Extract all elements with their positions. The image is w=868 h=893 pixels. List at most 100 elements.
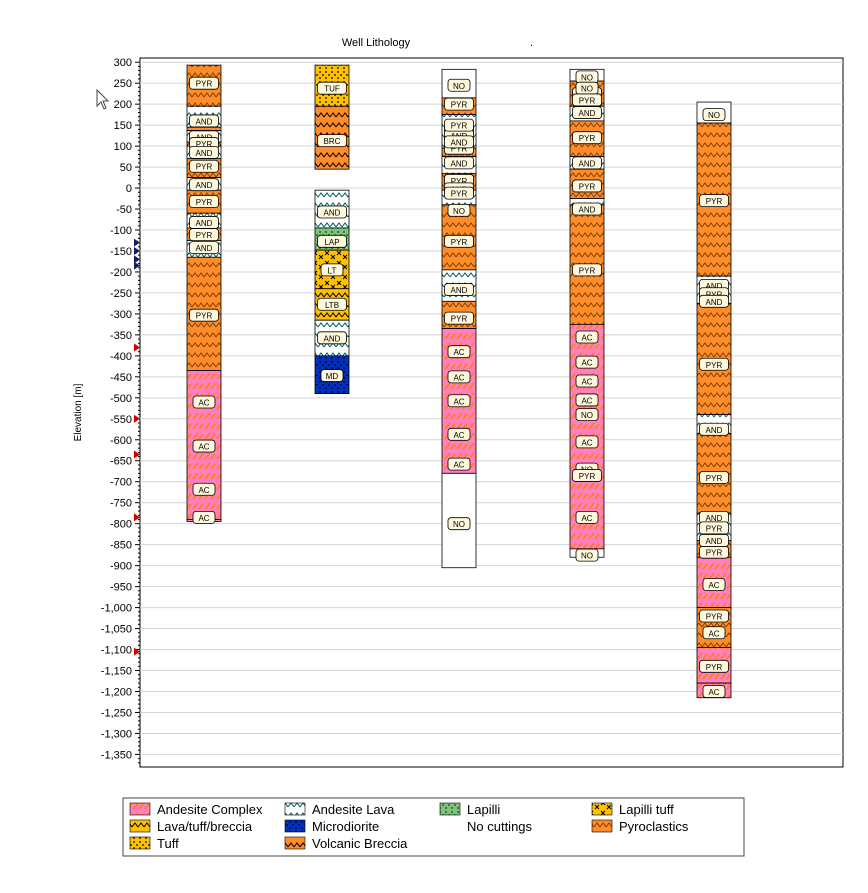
interval-label-box <box>444 156 474 170</box>
legend-label: Volcanic Breccia <box>312 836 408 851</box>
interval-label-box <box>447 394 471 408</box>
y-axis-title: Elevation [m] <box>73 383 84 441</box>
interval-label-box <box>699 422 729 436</box>
interval-label: MD <box>326 372 339 381</box>
log-marker <box>134 513 140 522</box>
interval-label-box <box>189 159 219 173</box>
y-tick-label: -1,050 <box>101 624 132 636</box>
interval-label: PYR <box>706 474 723 483</box>
interval-label: PYR <box>451 315 468 324</box>
interval-label-box <box>575 330 599 344</box>
legend-label: Tuff <box>157 836 179 851</box>
interval-label-box <box>575 393 599 407</box>
y-tick-label: -100 <box>110 225 132 237</box>
interval-label-box <box>575 510 599 524</box>
interval-label-box <box>192 439 216 453</box>
interval-label-box <box>444 234 474 248</box>
legend-swatch <box>284 802 306 816</box>
legend-swatch <box>284 819 306 833</box>
interval-label: PYR <box>579 266 596 275</box>
interval-label: NO <box>581 552 593 561</box>
interval-label: AC <box>708 688 719 697</box>
interval-label-box <box>447 427 471 441</box>
y-tick-label: -500 <box>110 393 132 405</box>
legend-label: Lava/tuff/breccia <box>157 819 253 834</box>
interval-label: NO <box>453 82 465 91</box>
interval-label-box <box>444 283 474 296</box>
y-tick-label: -550 <box>110 414 132 426</box>
interval-label: LT <box>328 266 337 275</box>
interval-label-box <box>444 311 474 325</box>
y-tick-label: 0 <box>126 183 132 195</box>
interval-label-box <box>699 534 729 547</box>
legend-label: Lapilli tuff <box>619 802 674 817</box>
interval-label-box <box>699 194 729 208</box>
interval-label: LAP <box>324 238 339 247</box>
interval-label-box <box>317 234 347 248</box>
y-tick-label: -50 <box>116 204 132 216</box>
legend-item-pyr: Pyroclastics <box>591 819 689 834</box>
interval-label: AND <box>706 298 723 307</box>
y-tick-label: -1,200 <box>101 686 132 698</box>
interval-label-box <box>447 370 471 384</box>
interval-label: NO <box>581 85 593 94</box>
legend-item-no: No cuttings <box>467 819 533 834</box>
interval-label: AND <box>706 426 723 435</box>
interval-label: NO <box>453 520 465 529</box>
log-marker <box>134 647 140 656</box>
interval-label: PYR <box>706 549 723 558</box>
interval-label-box <box>702 685 726 698</box>
y-tick-label: -400 <box>110 351 132 363</box>
interval-label: PYR <box>451 101 468 110</box>
interval-label: PYR <box>706 612 723 621</box>
interval-label-box <box>192 395 216 409</box>
y-axis-ticks <box>135 61 140 764</box>
interval-label: AC <box>581 378 592 387</box>
interval-label: AC <box>198 486 209 495</box>
interval-label: AND <box>706 282 723 291</box>
interval-label-box <box>572 93 602 107</box>
interval-label: AND <box>196 244 213 253</box>
interval-label: AC <box>708 581 719 590</box>
interval-label: PYR <box>451 190 468 199</box>
legend-swatch <box>439 802 461 816</box>
legend-item-md: Microdiorite <box>284 819 379 834</box>
interval-label: AND <box>196 219 213 228</box>
log-markers <box>134 238 140 656</box>
chart-title: Well Lithology <box>342 37 411 49</box>
interval-label-box <box>447 78 471 92</box>
legend-label: Pyroclastics <box>619 819 689 834</box>
well-column: TUF BRC AND LAP LT LTB AND MD <box>314 64 350 395</box>
interval-label-box <box>699 357 729 371</box>
interval-label: PYR <box>451 122 468 131</box>
interval-label: AND <box>324 208 341 217</box>
y-tick-label: -650 <box>110 456 132 468</box>
interval-label-box <box>189 114 219 128</box>
plot-area <box>139 57 844 768</box>
y-tick-label: -150 <box>110 246 132 258</box>
interval-label: AC <box>198 399 209 408</box>
legend-label: Lapilli <box>467 802 500 817</box>
log-marker <box>134 261 140 270</box>
interval-label-box <box>447 457 471 471</box>
legend-swatch <box>591 819 613 833</box>
interval-label-box <box>572 106 602 119</box>
interval-label-box <box>447 345 471 359</box>
interval-label-box <box>317 205 347 219</box>
interval-label-box <box>572 131 602 145</box>
log-marker <box>134 414 140 423</box>
legend-frame <box>122 797 745 857</box>
interval-label-box <box>575 408 599 421</box>
y-tick-label: -950 <box>110 582 132 594</box>
y-tick-label: -700 <box>110 477 132 489</box>
legend-label: Andesite Lava <box>312 802 395 817</box>
legend-swatch <box>129 819 151 833</box>
interval-label: AC <box>708 629 719 638</box>
chart-title-suffix: . <box>530 37 533 49</box>
y-tick-label: -1,100 <box>101 645 132 657</box>
y-tick-label: 300 <box>114 57 132 69</box>
interval-label-box <box>320 263 344 277</box>
wells: PYR AND AND PYR AND PYR AND PYR AND PYR AND PYR AC AC… <box>186 64 732 699</box>
interval-label: NO <box>453 207 465 216</box>
